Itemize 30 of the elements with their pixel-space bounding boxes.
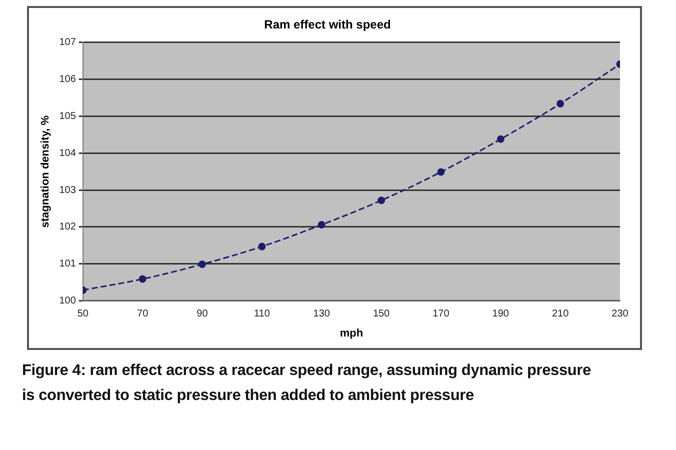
x-tick-label: 90: [196, 308, 208, 320]
x-tick-label: 190: [492, 308, 510, 320]
point: [556, 100, 564, 108]
y-tick-label: 100: [59, 296, 76, 307]
point: [378, 196, 386, 204]
x-tick-label: 230: [612, 308, 629, 320]
chart-title: Ram effect with speed: [264, 18, 391, 32]
point: [198, 260, 206, 268]
x-tick-label: 130: [313, 308, 330, 320]
x-tick-label: 50: [77, 308, 89, 320]
y-tick-label: 104: [59, 148, 76, 159]
x-axis-title: mph: [340, 327, 364, 340]
caption: Figure 4: ram effect across a racecar speed range, assuming dynamic pressure is converted to static pressure then added to ambient pressure: [22, 361, 592, 406]
x-tick-label: 70: [137, 308, 149, 320]
point: [258, 242, 266, 250]
point: [496, 135, 504, 143]
x-tick-label: 150: [372, 308, 390, 320]
y-tick-label: 101: [59, 258, 76, 270]
y-tick-label: 106: [59, 74, 76, 86]
x-tick-label: 170: [432, 308, 450, 320]
y-axis-title: stagnation density, %: [40, 115, 52, 228]
y-tick-label: 103: [59, 184, 76, 196]
point: [318, 221, 326, 229]
point: [138, 275, 146, 283]
point: [437, 168, 445, 176]
y-tick-label: 102: [59, 222, 76, 233]
y-tick-label: 107: [59, 37, 76, 48]
y-tick-label: 105: [59, 110, 76, 122]
x-tick-label: 110: [254, 308, 270, 320]
x-tick-label: 210: [552, 308, 570, 320]
